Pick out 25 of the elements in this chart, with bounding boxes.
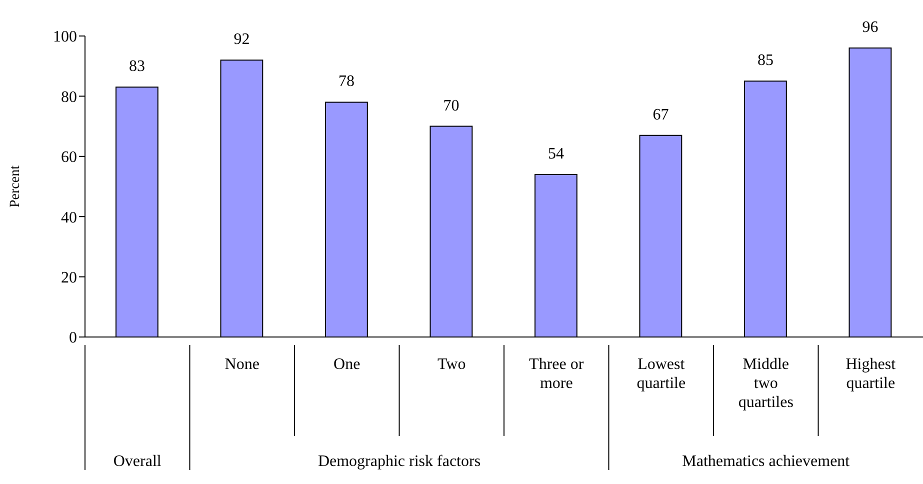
y-tick-label: 20 <box>61 269 77 286</box>
y-tick-label: 100 <box>53 28 77 46</box>
x-tick-label: Two <box>438 356 466 373</box>
y-tick-label: 40 <box>61 209 77 226</box>
text: Overall <box>113 453 162 470</box>
y-tick-label: 80 <box>61 88 77 106</box>
data-label: 78 <box>338 73 354 90</box>
x-tick-label: One <box>334 356 360 373</box>
data-label: 70 <box>443 97 460 114</box>
x-tick-label: Highest quartile <box>846 356 896 392</box>
data-label: 83 <box>128 58 145 76</box>
x-tick-label: None <box>224 356 260 373</box>
data-label: 85 <box>757 52 774 70</box>
x-tick-label: Three or more <box>529 356 584 392</box>
text: Demographic risk factors <box>318 453 481 470</box>
data-label: 96 <box>862 19 878 36</box>
text: Mathematics achievement <box>682 453 850 470</box>
data-label: 54 <box>548 145 564 162</box>
x-tick-label: Middle two quartiles <box>738 356 794 411</box>
y-tick-label: 60 <box>61 149 77 166</box>
y-tick-label: 0 <box>69 330 77 347</box>
x-tick-label: Lowest quartile <box>636 356 686 392</box>
data-label: 67 <box>652 106 669 124</box>
data-label: 92 <box>234 31 250 48</box>
y-axis-title: Percent <box>8 165 23 208</box>
